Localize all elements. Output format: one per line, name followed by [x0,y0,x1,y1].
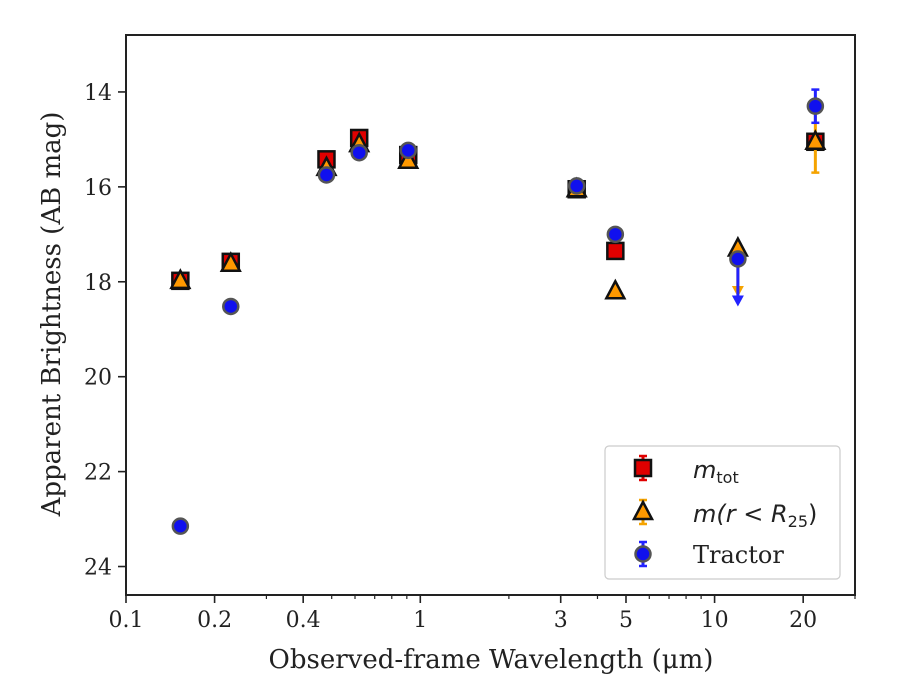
x-tick-label-0: 0.1 [109,608,144,633]
x-tick-label-5: 5 [619,608,633,633]
legend-mr25-sub: 25 [788,512,808,531]
legend-frame [604,445,841,580]
x-tick-label-7: 20 [789,608,817,633]
y-tick-label-3: 20 [84,366,112,391]
series-tractor-point-3 [350,143,368,162]
x-tick-label-6: 10 [701,608,729,633]
y-tick-label-1: 16 [84,176,112,201]
legend-markers [631,454,655,568]
series-m-r-r25-point-1 [219,251,242,272]
x-tick-label-2: 0.4 [286,608,321,633]
x-axis-label: Observed-frame Wavelength (μm) [269,645,714,675]
series-tractor-point-1 [222,297,240,316]
series-m-r-r25-point-8 [804,129,827,151]
axes: 0.1 0.2 0.4 1 3 5 10 20 14 16 18 20 22 24 [84,34,856,633]
series-m-r-r25-point-0 [169,268,192,290]
legend-mtot-sub: tot [716,468,738,487]
y-axis-label: Apparent Brightness (AB mag) [37,112,67,518]
plot-area [169,88,827,535]
legend-mr25-tail: ) [808,500,817,528]
y-tick-label-4: 22 [84,461,112,486]
series-tractor-point-7 [729,250,747,268]
legend-label-mtot: mtot [693,456,739,487]
y-tick-label-0: 14 [84,81,112,106]
x-tick-label-1: 0.2 [197,608,232,633]
series-tractor-point-4 [399,141,417,160]
series-tractor-limit-arrow-7-head [731,295,744,307]
legend-marker-m-r-r25 [631,499,655,521]
x-tick-label-4: 3 [554,608,568,633]
series-tractor-point-5 [567,177,586,195]
x-tick-label-3: 1 [413,608,427,633]
plot-frame [125,34,856,596]
legend-marker-tractor [634,545,652,563]
y-tick-label-5: 24 [84,556,112,581]
y-tick-label-2: 18 [84,271,112,296]
series-tractor-point-2 [317,166,336,184]
legend-marker-m-tot [633,458,653,478]
series-tractor-point-8 [806,97,825,115]
series-m-r-r25-point-6 [604,278,627,300]
series-m-tot-point-6 [606,241,625,261]
legend: mtot m(r < R25) Tractor [604,445,841,580]
series-tractor-point-6 [606,225,625,244]
legend-mr25-main: m(r < R [693,500,788,528]
legend-mtot-main: m [693,456,716,484]
legend-label-tractor: Tractor [693,541,784,569]
legend-label-mr25: m(r < R25) [693,500,817,531]
series-tractor-point-0 [171,517,190,535]
series-m-r-r25-point-4 [397,148,420,170]
